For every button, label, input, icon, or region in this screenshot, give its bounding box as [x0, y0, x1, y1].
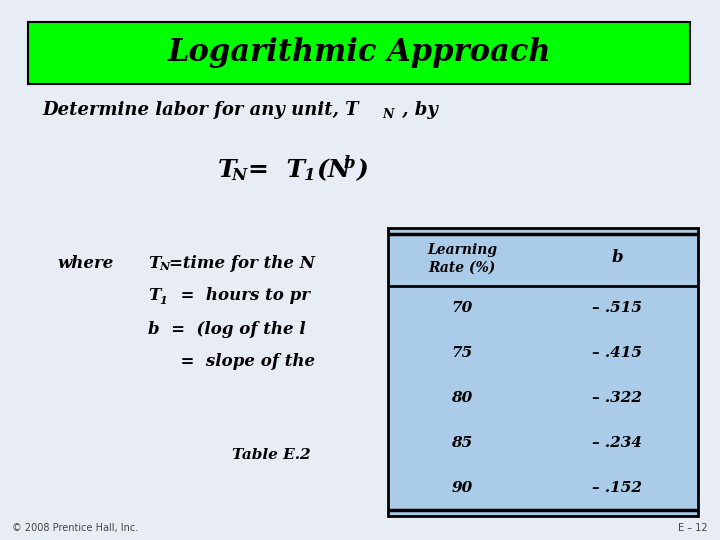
Text: Learning
Rate (%): Learning Rate (%)	[427, 244, 497, 275]
Text: – .415: – .415	[592, 346, 642, 360]
Text: 90: 90	[451, 481, 472, 495]
Text: N: N	[231, 167, 246, 185]
Text: 70: 70	[451, 301, 472, 315]
Text: E – 12: E – 12	[678, 523, 708, 533]
Text: 75: 75	[451, 346, 472, 360]
Text: Logarithmic Approach: Logarithmic Approach	[167, 37, 551, 69]
Text: – .515: – .515	[592, 301, 642, 315]
FancyBboxPatch shape	[388, 228, 698, 516]
Text: – .152: – .152	[592, 481, 642, 495]
Text: =  T: = T	[248, 158, 305, 182]
Text: =time for the N: =time for the N	[169, 254, 315, 272]
Text: T: T	[148, 287, 161, 305]
FancyBboxPatch shape	[28, 22, 690, 84]
Text: (N: (N	[316, 158, 351, 182]
Text: =  slope of the: = slope of the	[169, 354, 315, 370]
Text: =  hours to pr: = hours to pr	[169, 287, 310, 305]
Text: © 2008 Prentice Hall, Inc.: © 2008 Prentice Hall, Inc.	[12, 523, 138, 533]
Text: Table E.2: Table E.2	[232, 448, 310, 462]
Text: b  =  (log of the l: b = (log of the l	[148, 321, 306, 338]
Text: 85: 85	[451, 436, 472, 450]
Text: 1: 1	[159, 294, 167, 306]
Text: 1: 1	[304, 167, 315, 185]
Text: T: T	[218, 158, 237, 182]
Text: b: b	[611, 248, 623, 266]
Text: – .234: – .234	[592, 436, 642, 450]
Text: ): )	[357, 158, 369, 182]
Text: 80: 80	[451, 391, 472, 405]
Text: N: N	[159, 261, 169, 273]
Text: – .322: – .322	[592, 391, 642, 405]
Text: b: b	[344, 154, 356, 172]
Text: T: T	[148, 254, 161, 272]
Text: Determine labor for any unit, T: Determine labor for any unit, T	[42, 101, 359, 119]
Text: , by: , by	[396, 101, 438, 119]
Text: N: N	[382, 107, 393, 120]
Text: where: where	[58, 254, 114, 272]
